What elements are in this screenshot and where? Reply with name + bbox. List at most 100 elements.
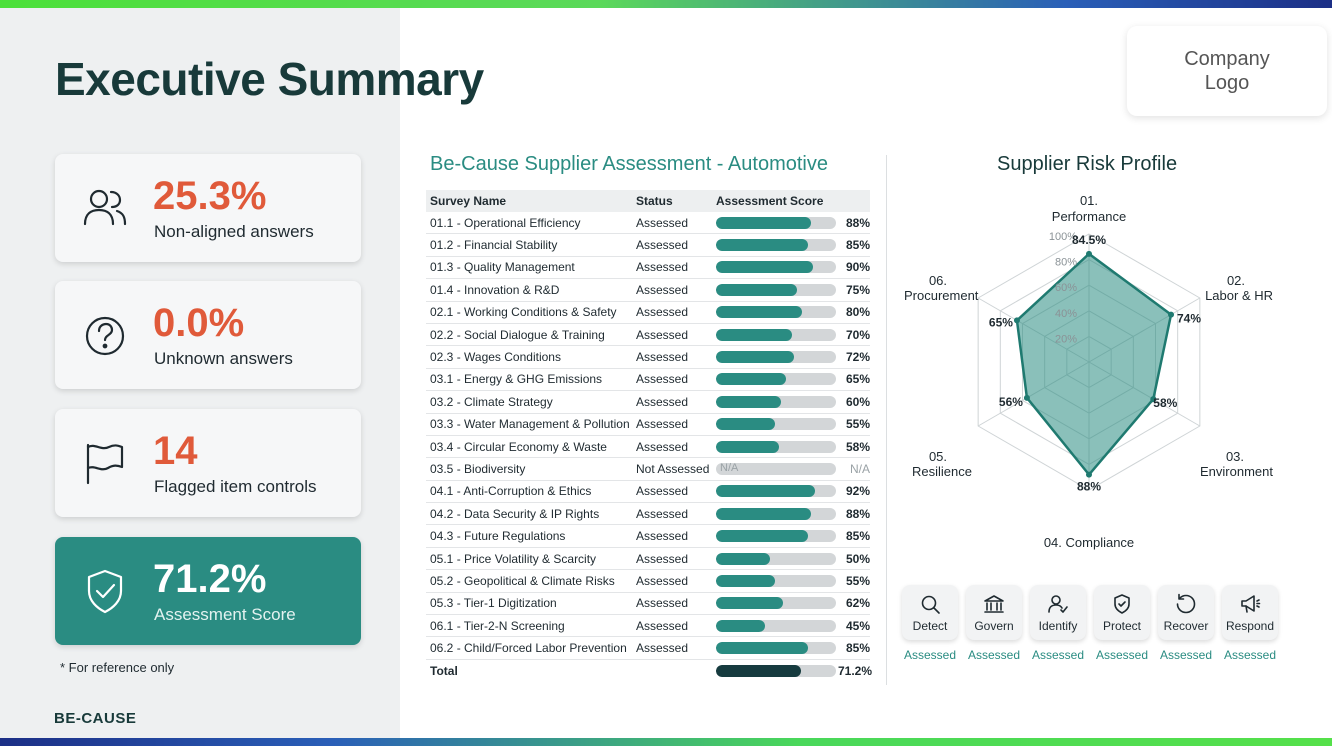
function-label: Detect <box>912 619 948 633</box>
bar-track <box>716 485 836 498</box>
radar-value-label: 58% <box>1153 396 1177 410</box>
row-survey-name: 01.2 - Financial Stability <box>430 238 558 253</box>
row-score-bar <box>716 373 838 386</box>
row-survey-name: 04.2 - Data Security & IP Rights <box>430 506 600 521</box>
radar-tick-label: 20% <box>1055 333 1077 345</box>
function-card-govern[interactable]: Govern <box>966 585 1022 640</box>
row-survey-name: 03.3 - Water Management & Pollution <box>430 417 630 432</box>
row-status: Assessed <box>636 484 689 499</box>
row-status: Assessed <box>636 439 689 454</box>
row-survey-name: 01.1 - Operational Efficiency <box>430 215 581 230</box>
kpi-value: 71.2% <box>153 557 267 601</box>
table-row: 04.3 - Future Regulations Assessed 85% <box>426 525 870 548</box>
row-score-bar <box>716 552 838 565</box>
bar-track <box>716 216 836 229</box>
row-survey-name: 06.2 - Child/Forced Labor Prevention <box>430 641 627 656</box>
radar-axis-number: 06. <box>929 273 947 288</box>
radar-axis-number: 05. <box>929 449 947 464</box>
row-score-bar <box>716 507 838 520</box>
table-row: 02.3 - Wages Conditions Assessed 72% <box>426 346 870 369</box>
function-card-identify[interactable]: Identify <box>1030 585 1086 640</box>
row-score-bar: N/A <box>716 462 838 475</box>
radar-data-point <box>1086 471 1092 478</box>
bar-fill <box>716 328 792 341</box>
row-survey-name: 01.3 - Quality Management <box>430 260 575 275</box>
row-score-label: 85% <box>845 641 870 656</box>
bar-track <box>716 373 836 386</box>
row-status: Assessed <box>636 238 689 253</box>
function-card-protect[interactable]: Protect <box>1094 585 1150 640</box>
row-score-bar <box>716 306 838 319</box>
function-status: Assessed <box>903 648 957 662</box>
table-row: 01.1 - Operational Efficiency Assessed 88% <box>426 212 870 235</box>
radar-value-label: 88% <box>1077 480 1101 494</box>
row-survey-name: 03.2 - Climate Strategy <box>430 394 553 409</box>
bar-track <box>716 597 836 610</box>
row-score-bar <box>716 239 838 252</box>
bar-track <box>716 665 836 677</box>
function-card-respond[interactable]: Respond <box>1222 585 1278 640</box>
row-status: Not Assessed <box>636 461 710 476</box>
row-survey-name: 05.3 - Tier-1 Digitization <box>430 596 557 611</box>
table-row: 02.1 - Working Conditions & Safety Assess… <box>426 302 870 324</box>
function-status: Assessed <box>967 648 1021 662</box>
radar-data-area <box>1015 252 1173 476</box>
total-score-bar <box>716 665 838 677</box>
row-score-label: 85% <box>845 529 870 544</box>
row-status: Assessed <box>636 394 689 409</box>
kpi-label: Non-aligned answers <box>154 222 314 241</box>
table-row: 05.2 - Geopolitical & Climate Risks Asses… <box>426 570 870 593</box>
bar-track <box>716 418 836 431</box>
radar-axis-label: Performance <box>1052 209 1126 224</box>
row-status: Assessed <box>636 215 689 230</box>
row-status: Assessed <box>636 417 689 432</box>
radar-axis-label: Labor & HR <box>1205 288 1273 303</box>
row-status: Assessed <box>636 260 689 275</box>
radar-data-point <box>1168 311 1175 318</box>
radar-value-label: 56% <box>999 395 1023 409</box>
company-logo-placeholder: Company Logo <box>1127 26 1327 116</box>
function-card-recover[interactable]: Recover <box>1158 585 1214 640</box>
radar-data-point <box>1013 317 1020 324</box>
radar-value-label: 65% <box>989 315 1013 329</box>
function-status: Assessed <box>1095 648 1149 662</box>
function-card-detect[interactable]: Detect <box>902 585 958 640</box>
row-score-bar <box>716 328 838 341</box>
table-row: 05.3 - Tier-1 Digitization Assessed 62% <box>426 593 870 616</box>
bar-fill <box>716 619 765 632</box>
radar-axis-label: Resilience <box>912 464 972 479</box>
megaphone-icon <box>1241 595 1261 613</box>
row-score-bar <box>716 395 838 408</box>
row-survey-name: 03.4 - Circular Economy & Waste <box>430 439 607 454</box>
row-score-label: 45% <box>845 618 870 633</box>
table-row: 05.1 - Price Volatility & Scarcity Assess… <box>426 548 870 571</box>
row-score-label: 80% <box>845 305 870 320</box>
radar-axis-label: Procurement <box>904 288 979 303</box>
row-status: Assessed <box>636 641 689 656</box>
shield-check-icon <box>87 569 123 614</box>
bar-fill <box>716 418 776 431</box>
row-score-label: 88% <box>845 506 870 521</box>
row-status: Assessed <box>636 506 689 521</box>
bar-fill <box>716 239 808 252</box>
table-row: 06.1 - Tier-2-N Screening Assessed 45% <box>426 615 870 638</box>
row-score-bar <box>716 418 838 431</box>
row-score-label: 55% <box>845 417 870 432</box>
bank-icon <box>984 595 1004 613</box>
assessment-table: Survey Name Status Assessment Score 01.1… <box>426 190 872 682</box>
bar-track <box>716 261 836 274</box>
table-header: Survey Name Status Assessment Score <box>426 190 870 212</box>
row-score-bar <box>716 216 838 229</box>
bar-track <box>716 440 836 453</box>
radar-tick-label: 60% <box>1055 282 1077 294</box>
row-score-bar <box>716 574 838 587</box>
bar-fill <box>716 530 808 543</box>
row-survey-name: 04.1 - Anti-Corruption & Ethics <box>430 484 592 499</box>
page-title: Executive Summary <box>55 53 484 105</box>
bar-fill <box>716 373 787 386</box>
bar-track <box>716 239 836 252</box>
row-score-bar <box>716 530 838 543</box>
row-score-label: 65% <box>845 372 870 387</box>
table-row: 04.2 - Data Security & IP Rights Assessed… <box>426 503 870 526</box>
kpi-label: Assessment Score <box>154 605 296 624</box>
